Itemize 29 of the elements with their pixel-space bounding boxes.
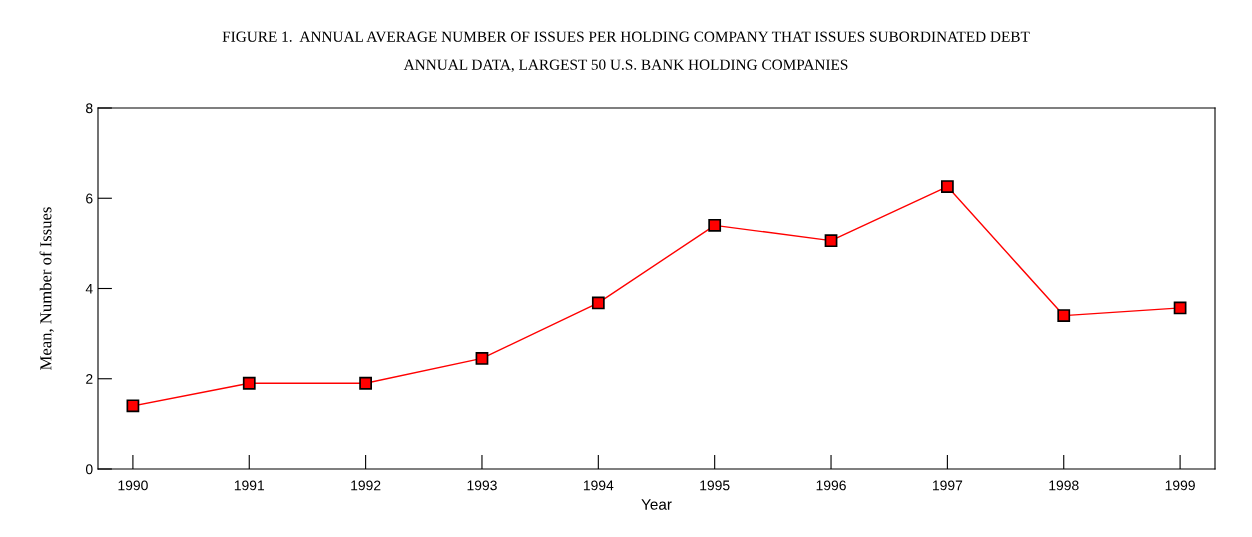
point	[475, 352, 489, 365]
x-tick-label: 1997	[933, 480, 963, 491]
y-axis-title: Mean, Number of Issues	[39, 207, 54, 370]
x-tick-label: 1993	[467, 480, 497, 491]
chart-subtitle: ANNUAL DATA, LARGEST 50 U.S. BANK HOLDING COMPANIES	[403, 59, 848, 73]
x-tick-label: 1992	[351, 480, 381, 491]
x-tick-label: 1998	[1049, 480, 1079, 491]
point	[1173, 301, 1187, 315]
x-tick-label: 1990	[118, 480, 148, 491]
x-tick-label: 1994	[583, 480, 614, 491]
chart-title: FIGURE 1. ANNUAL AVERAGE NUMBER OF ISSUES PER HOLDING COMPANY THAT ISSUES SUBORDINATED DEBT	[222, 31, 1030, 42]
y-tick-label: 8	[86, 103, 93, 114]
point	[591, 296, 605, 310]
point	[359, 376, 373, 390]
x-tick-label: 1991	[234, 480, 265, 491]
point	[940, 180, 954, 193]
point	[242, 376, 256, 390]
x-tick-label: 1999	[1165, 480, 1195, 491]
point	[1057, 309, 1071, 322]
x-axis-title: Year	[641, 499, 672, 510]
x-tick-label: 1996	[816, 480, 846, 491]
point	[824, 234, 838, 248]
point	[126, 399, 140, 413]
y-tick-label: 4	[85, 283, 93, 294]
point	[708, 218, 722, 232]
y-tick-label: 2	[86, 374, 93, 384]
y-tick-label: 0	[85, 464, 93, 475]
x-tick-label: 1995	[700, 480, 730, 491]
y-tick-label: 6	[86, 193, 93, 204]
